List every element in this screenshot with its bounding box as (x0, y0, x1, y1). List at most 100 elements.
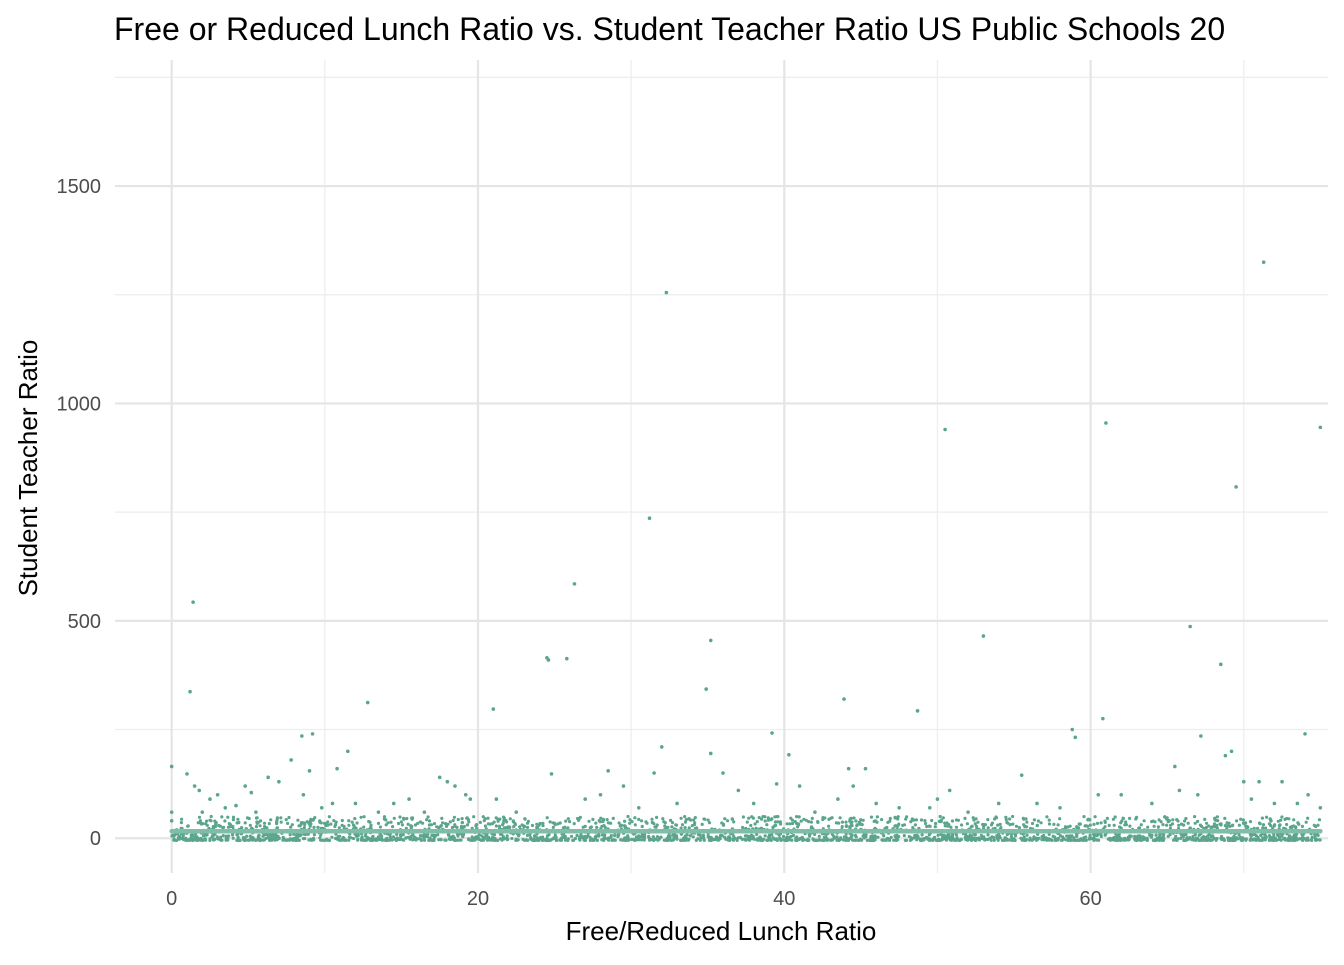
band-point (288, 838, 292, 842)
band-point (483, 824, 487, 828)
data-point (736, 788, 741, 793)
data-point (1257, 779, 1261, 784)
data-point (169, 819, 174, 823)
band-point (470, 838, 474, 843)
band-point (555, 838, 559, 843)
band-point (830, 816, 834, 820)
band-point (1176, 837, 1180, 841)
band-point (220, 815, 224, 819)
band-point (1028, 838, 1032, 842)
band-point (413, 823, 418, 827)
band-point (382, 817, 386, 821)
data-point (266, 775, 270, 780)
band-point (691, 835, 695, 839)
band-point (912, 836, 916, 840)
band-point (1135, 835, 1139, 839)
band-point (840, 825, 844, 829)
band-point (243, 821, 247, 825)
band-point (221, 826, 225, 830)
band-point (960, 823, 964, 827)
band-point (1088, 823, 1092, 827)
band-point (289, 825, 293, 829)
band-point (591, 817, 595, 822)
band-point (726, 819, 730, 823)
band-point (511, 819, 515, 823)
band-point (992, 835, 996, 840)
band-point (245, 816, 250, 820)
band-point (1203, 817, 1207, 822)
band-point (269, 834, 273, 838)
band-point (418, 820, 422, 824)
band-point (851, 838, 855, 842)
band-point (237, 838, 241, 843)
band-point (687, 817, 691, 821)
band-point (766, 818, 771, 822)
band-point (670, 821, 675, 825)
band-point (675, 837, 679, 841)
band-point (1210, 825, 1214, 829)
data-point (437, 775, 442, 780)
band-point (594, 834, 598, 838)
band-point (781, 838, 786, 842)
band-point (545, 816, 549, 820)
band-point (972, 836, 976, 840)
band-point (1151, 819, 1155, 823)
band-point (1316, 823, 1320, 827)
band-point (347, 819, 351, 823)
band-point (1035, 836, 1039, 841)
band-point (731, 838, 736, 842)
band-point (864, 833, 868, 837)
band-point (1124, 820, 1128, 824)
x-tick-label: 60 (1079, 888, 1101, 910)
band-point (198, 819, 202, 823)
band-point (226, 815, 230, 819)
band-point (1020, 838, 1024, 842)
band-point (1054, 838, 1058, 843)
band-point (1238, 835, 1242, 839)
band-point (1205, 821, 1209, 825)
data-point (583, 797, 587, 801)
band-point (256, 835, 260, 839)
band-point (1149, 835, 1153, 839)
data-point (289, 758, 293, 762)
band-point (730, 817, 734, 821)
data-point (897, 805, 901, 810)
data-point (1272, 801, 1277, 806)
band-point (749, 823, 753, 828)
band-point (959, 837, 964, 842)
band-point (640, 819, 644, 823)
band-point (208, 818, 212, 822)
band-point (716, 838, 721, 842)
band-point (1022, 823, 1026, 827)
band-point (1197, 838, 1202, 842)
band-point (1107, 823, 1111, 828)
band-point (498, 817, 502, 821)
band-point (671, 838, 676, 842)
band-point (561, 835, 565, 839)
band-point (408, 837, 412, 841)
band-point (908, 838, 913, 843)
band-point (628, 821, 632, 825)
band-point (1182, 833, 1186, 837)
data-point (572, 582, 577, 586)
band-point (905, 815, 909, 819)
band-point (411, 833, 415, 837)
band-point (578, 838, 582, 842)
band-point (566, 826, 570, 830)
band-point (412, 837, 417, 841)
band-point (196, 821, 200, 825)
band-point (923, 821, 928, 826)
band-point (1215, 815, 1219, 819)
y-tick-label: 0 (90, 828, 101, 850)
band-point (1115, 833, 1119, 838)
band-point (687, 837, 691, 841)
band-point (453, 824, 457, 829)
band-point (248, 823, 252, 827)
y-axis-title: Student Teacher Ratio (13, 340, 43, 597)
band-point (436, 833, 440, 837)
band-point (583, 824, 587, 829)
band-point (773, 820, 778, 824)
band-point (1112, 835, 1116, 840)
band-point (486, 816, 490, 820)
band-point (227, 834, 231, 838)
